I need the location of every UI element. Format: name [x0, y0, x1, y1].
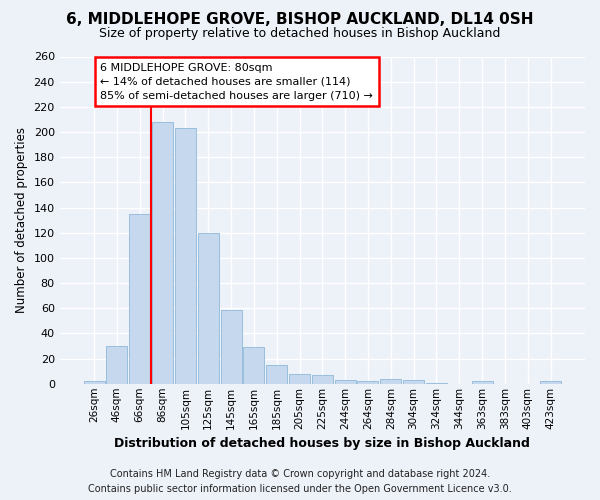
Bar [266, 365, 287, 384]
Bar [335, 380, 356, 384]
Bar [289, 374, 310, 384]
Bar [152, 122, 173, 384]
Bar [197, 232, 218, 384]
Bar [221, 310, 242, 384]
Bar [106, 346, 127, 384]
Bar [358, 381, 379, 384]
Text: Size of property relative to detached houses in Bishop Auckland: Size of property relative to detached ho… [100, 28, 500, 40]
Bar [403, 380, 424, 384]
Bar [380, 378, 401, 384]
Bar [540, 381, 561, 384]
Text: 6 MIDDLEHOPE GROVE: 80sqm
← 14% of detached houses are smaller (114)
85% of semi: 6 MIDDLEHOPE GROVE: 80sqm ← 14% of detac… [100, 63, 373, 101]
Text: 6, MIDDLEHOPE GROVE, BISHOP AUCKLAND, DL14 0SH: 6, MIDDLEHOPE GROVE, BISHOP AUCKLAND, DL… [66, 12, 534, 28]
Text: Contains HM Land Registry data © Crown copyright and database right 2024.
Contai: Contains HM Land Registry data © Crown c… [88, 469, 512, 494]
Bar [244, 348, 265, 384]
Bar [129, 214, 150, 384]
Bar [175, 128, 196, 384]
Bar [312, 375, 333, 384]
X-axis label: Distribution of detached houses by size in Bishop Auckland: Distribution of detached houses by size … [115, 437, 530, 450]
Bar [83, 381, 104, 384]
Bar [472, 381, 493, 384]
Bar [426, 382, 447, 384]
Y-axis label: Number of detached properties: Number of detached properties [15, 127, 28, 313]
